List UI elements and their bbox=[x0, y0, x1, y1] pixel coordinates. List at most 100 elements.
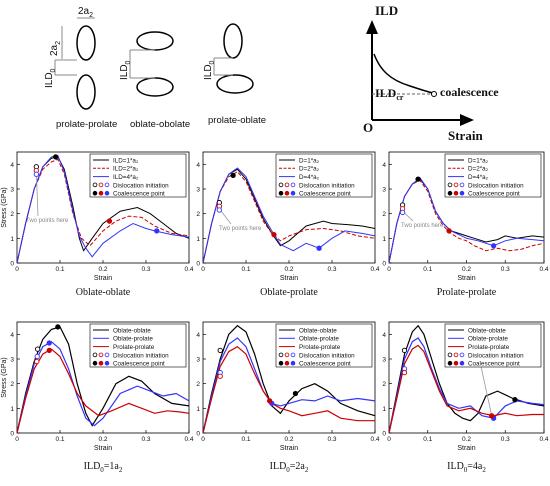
pair-label-oblate-obolate: oblate-obolate bbox=[130, 119, 190, 130]
legend-label: Coalescence point bbox=[468, 191, 520, 198]
x-tick-label: 0 bbox=[15, 436, 19, 443]
ild-inset: ILD Strain O ILDcr coalescence bbox=[363, 3, 499, 143]
legend-label: D=2*a₂ bbox=[468, 166, 489, 173]
legend-label: D=1*a₂ bbox=[299, 157, 320, 164]
x-axis-label: Strain bbox=[94, 275, 112, 282]
legend-open-marker bbox=[459, 352, 465, 358]
inset-ylabel: ILD bbox=[375, 3, 398, 18]
pair-label-prolate-prolate: prolate-prolate bbox=[56, 119, 117, 130]
y-tick-label: 3 bbox=[382, 187, 386, 194]
panel-title: ILD0=2a2 bbox=[270, 461, 309, 474]
y-tick-label: 4 bbox=[196, 332, 200, 339]
y-tick-label: 2 bbox=[382, 381, 386, 388]
legend-filled-marker bbox=[453, 360, 459, 366]
y-axis-label: Stress (GPa) bbox=[1, 357, 8, 397]
x-tick-label: 0 bbox=[201, 436, 205, 443]
chart-panel-1: 0 1 2 3 4 0 0.1 0.2 0.3 0.4 Strain Stress (GPa) Two … bbox=[1, 151, 194, 298]
y-tick-label: 1 bbox=[196, 406, 200, 413]
legend-label: Dislocation initiation bbox=[468, 182, 524, 189]
legend-label: Dislocation initiation bbox=[299, 352, 355, 359]
coalescence-point-marker bbox=[53, 154, 59, 160]
legend-label: D=4*a₂ bbox=[299, 174, 320, 181]
legend-box bbox=[89, 153, 187, 198]
x-tick-label: 0 bbox=[15, 266, 19, 273]
legend-open-marker bbox=[453, 352, 459, 358]
series-line-3 bbox=[16, 155, 190, 264]
dimension-lines bbox=[54, 17, 233, 79]
panel-title: Oblate-oblate bbox=[76, 287, 131, 298]
legend-label: Prolate-prolate bbox=[468, 344, 510, 351]
dislocation-initiation-marker bbox=[34, 358, 40, 365]
y-tick-label: 3 bbox=[10, 187, 14, 194]
x-tick-label: 0.3 bbox=[501, 436, 510, 443]
ild-label-1: ILD0 bbox=[44, 68, 57, 88]
legend-open-marker bbox=[459, 182, 465, 188]
coalescence-point-marker bbox=[154, 228, 160, 234]
legend-label: Dislocation initiation bbox=[468, 352, 524, 359]
coalescence-point-marker bbox=[46, 347, 52, 354]
legend-label: Oblate-oblate bbox=[113, 327, 151, 334]
x-tick-label: 0.1 bbox=[241, 266, 250, 273]
dislocation-initiation-marker bbox=[217, 347, 223, 354]
x-tick-label: 0.3 bbox=[141, 266, 150, 273]
panel-title: ILD0=1a2 bbox=[84, 461, 123, 474]
x-tick-label: 0.1 bbox=[423, 266, 432, 273]
chart-panel-4: 0 1 2 3 4 0 0.1 0.2 0.3 0.4 Strain Stress (GPa) Obla… bbox=[1, 321, 194, 474]
x-tick-label: 0.1 bbox=[55, 266, 64, 273]
x-tick-label: 0.2 bbox=[284, 266, 293, 273]
x-tick-label: 0.4 bbox=[184, 436, 193, 443]
legend-open-marker bbox=[104, 352, 110, 358]
y-tick-label: 0 bbox=[382, 261, 386, 268]
legend-label: D=1*a₂ bbox=[468, 157, 489, 164]
y-tick-label: 2 bbox=[196, 211, 200, 218]
y-tick-label: 0 bbox=[196, 261, 200, 268]
panel-title: Oblate-prolate bbox=[260, 287, 318, 298]
stress-strain-panels: 0 1 2 3 4 0 0.1 0.2 0.3 0.4 Strain Stress (GPa) Two … bbox=[1, 151, 549, 474]
y-tick-label: 1 bbox=[196, 236, 200, 243]
x-tick-label: 0.3 bbox=[141, 436, 150, 443]
width-label: 2a2 bbox=[78, 6, 93, 19]
dimension-labels: 2a2 2a2 ILD0 ILD0 ILD0 bbox=[44, 6, 216, 88]
x-tick-label: 0.2 bbox=[462, 266, 471, 273]
legend-box bbox=[89, 323, 187, 368]
legend-label: Prolate-prolate bbox=[113, 344, 155, 351]
panel-title: ILD0=4a2 bbox=[447, 461, 486, 474]
legend-filled-marker bbox=[447, 190, 453, 196]
dislocation-initiation-marker bbox=[217, 373, 223, 379]
dislocation-initiation-marker bbox=[34, 346, 41, 352]
oblate-void-bottom bbox=[136, 77, 174, 97]
coalescence-point-marker bbox=[512, 397, 518, 403]
legend-label: Oblate-prolate bbox=[299, 336, 339, 343]
legend-open-marker bbox=[278, 352, 284, 358]
x-tick-label: 0.1 bbox=[55, 436, 64, 443]
legend-label: ILD=1*a₂ bbox=[113, 157, 139, 164]
legend-box bbox=[275, 323, 373, 368]
legend-open-marker bbox=[98, 352, 104, 358]
dislocation-initiation-marker bbox=[34, 353, 40, 360]
x-tick-label: 0.4 bbox=[184, 266, 193, 273]
coalescence-point-marker bbox=[46, 340, 52, 346]
legend-open-marker bbox=[104, 182, 110, 188]
height-label: 2a2 bbox=[49, 41, 62, 56]
y-tick-label: 1 bbox=[10, 236, 14, 243]
y-tick-label: 0 bbox=[382, 431, 386, 438]
legend-open-marker bbox=[447, 182, 453, 188]
inset-curve bbox=[373, 53, 434, 94]
coalescence-point-marker bbox=[106, 218, 113, 224]
y-tick-label: 0 bbox=[10, 431, 14, 438]
legend-label: Dislocation initiation bbox=[113, 352, 169, 359]
legend-filled-marker bbox=[290, 190, 296, 196]
coalescence-point-marker bbox=[55, 324, 61, 330]
series-line-2 bbox=[16, 340, 190, 434]
chart-panel-2: 0 1 2 3 4 0 0.1 0.2 0.3 0.4 Strain Two points here D… bbox=[196, 151, 380, 298]
x-tick-label: 0.2 bbox=[98, 436, 107, 443]
legend-filled-marker bbox=[278, 190, 284, 196]
legend-label: ILD=2*a₂ bbox=[113, 166, 139, 173]
series-line-1 bbox=[16, 326, 190, 434]
legend-label: Prolate-prolate bbox=[299, 344, 341, 351]
panel-title: Prolate-prolate bbox=[437, 287, 497, 298]
inset-coalescence-label: coalescence bbox=[440, 85, 499, 99]
y-tick-label: 4 bbox=[382, 332, 386, 339]
